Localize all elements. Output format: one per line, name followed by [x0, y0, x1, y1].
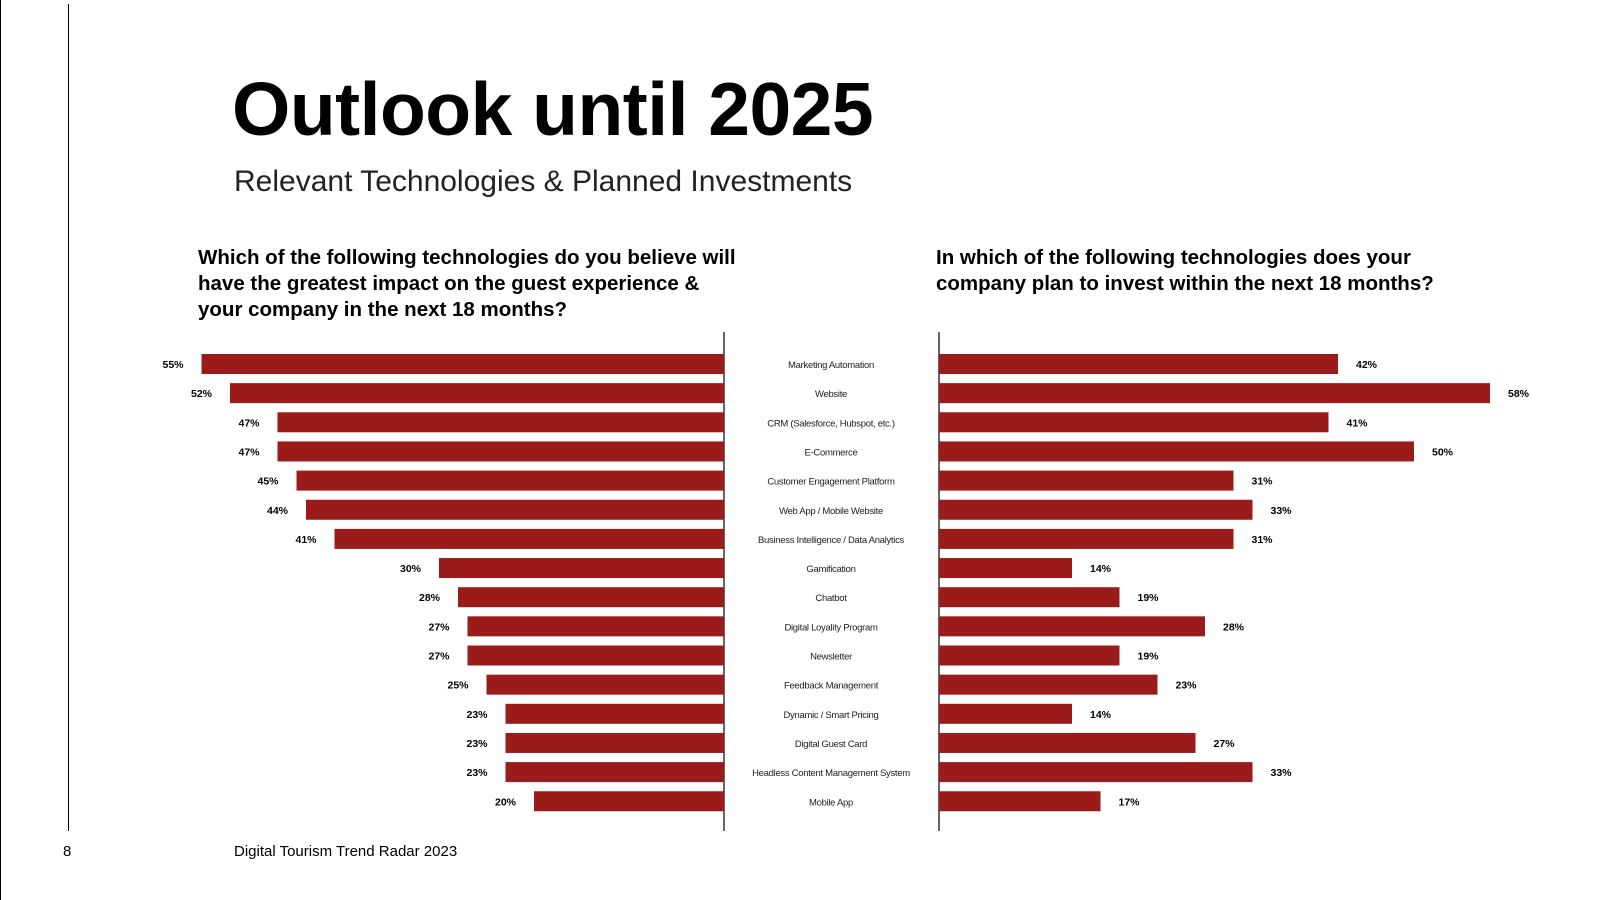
left-bar	[277, 441, 724, 462]
left-bar	[467, 645, 724, 666]
right-bar	[939, 499, 1253, 520]
left-bar-value-label: 45%	[257, 476, 279, 488]
left-bar-value-label: 47%	[238, 446, 260, 458]
right-bar-value-label: 42%	[1356, 359, 1378, 371]
left-bar	[296, 470, 724, 491]
right-bar	[939, 762, 1253, 783]
right-bar	[939, 616, 1205, 637]
category-label: Headless Content Management System	[752, 768, 910, 779]
category-label: Feedback Management	[784, 681, 879, 692]
footer-title: Digital Tourism Trend Radar 2023	[234, 843, 458, 860]
right-bar	[939, 645, 1120, 666]
left-bar	[505, 762, 724, 783]
right-bar-value-label: 28%	[1223, 621, 1245, 633]
right-bar	[939, 441, 1414, 462]
right-bar-value-label: 19%	[1138, 592, 1160, 604]
right-bar-value-label: 33%	[1271, 767, 1293, 779]
margin-rule	[68, 4, 69, 831]
left-bar-value-label: 30%	[400, 563, 422, 575]
left-bar-value-label: 44%	[267, 505, 289, 517]
left-bar-value-label: 55%	[162, 359, 184, 371]
page-number: 8	[63, 843, 72, 860]
category-label: Web App / Mobile Website	[779, 506, 883, 517]
right-chart-question: In which of the following technologies d…	[936, 246, 1434, 295]
left-bar-value-label: 41%	[295, 534, 317, 546]
category-label: Marketing Automation	[788, 360, 874, 371]
right-bar	[939, 470, 1234, 491]
category-label: Mobile App	[809, 797, 853, 808]
left-bar	[277, 412, 724, 433]
left-bar	[439, 558, 724, 579]
left-bar-value-label: 27%	[428, 651, 450, 663]
right-bar-value-label: 58%	[1508, 388, 1530, 400]
right-bar	[939, 732, 1196, 753]
left-bar-value-label: 20%	[495, 796, 517, 808]
left-bar-value-label: 52%	[191, 388, 213, 400]
right-bar	[939, 354, 1338, 374]
right-bar-value-label: 41%	[1347, 417, 1369, 429]
right-bar-value-label: 27%	[1214, 738, 1236, 750]
left-bar	[486, 674, 724, 695]
right-bar	[939, 703, 1072, 724]
right-bar	[939, 383, 1490, 404]
right-bar-value-label: 23%	[1176, 680, 1198, 692]
left-bar	[458, 587, 724, 608]
left-bar-value-label: 23%	[466, 709, 488, 721]
category-label: E-Commerce	[805, 447, 858, 458]
left-bar	[534, 791, 724, 812]
left-bar	[201, 354, 724, 374]
right-bar	[939, 412, 1329, 433]
right-bar-value-label: 17%	[1119, 796, 1141, 808]
category-label: Digital Loyality Program	[784, 622, 878, 633]
left-bar	[334, 528, 724, 549]
left-bar-value-label: 25%	[447, 680, 469, 692]
right-bar	[939, 528, 1234, 549]
right-bar-value-label: 19%	[1138, 651, 1160, 663]
right-bar	[939, 558, 1072, 579]
right-bar-value-label: 14%	[1090, 563, 1112, 575]
left-chart-question: Which of the following technologies do y…	[198, 246, 736, 321]
left-bar-value-label: 27%	[428, 621, 450, 633]
category-label: Website	[815, 389, 847, 400]
left-bar-value-label: 28%	[419, 592, 441, 604]
page-title: Outlook until 2025	[232, 67, 874, 151]
right-bar	[939, 587, 1120, 608]
category-label: Chatbot	[815, 593, 847, 604]
left-bar-value-label: 47%	[238, 417, 260, 429]
right-bar	[939, 674, 1158, 695]
category-label: Customer Engagement Platform	[767, 477, 895, 488]
category-label: CRM (Salesforce, Hubspot, etc.)	[767, 418, 895, 429]
category-label: Newsletter	[810, 652, 852, 663]
right-bar-value-label: 33%	[1271, 505, 1293, 517]
category-label: Gamification	[806, 564, 855, 575]
right-bar-value-label: 50%	[1432, 446, 1454, 458]
left-bar	[467, 616, 724, 637]
left-bar-value-label: 23%	[466, 767, 488, 779]
right-bar	[939, 791, 1101, 812]
left-bar	[230, 383, 724, 404]
category-label: Dynamic / Smart Pricing	[784, 710, 879, 721]
page-subtitle: Relevant Technologies & Planned Investme…	[234, 165, 853, 198]
left-bar	[306, 499, 724, 520]
right-bar-value-label: 14%	[1090, 709, 1112, 721]
right-bar-value-label: 31%	[1252, 476, 1274, 488]
category-label: Digital Guest Card	[795, 739, 867, 750]
left-bar	[505, 703, 724, 724]
right-bar-value-label: 31%	[1252, 534, 1274, 546]
left-edge-rule	[0, 0, 1, 900]
left-bar	[505, 732, 724, 753]
category-label: Business Intelligence / Data Analytics	[758, 535, 905, 546]
left-bar-value-label: 23%	[466, 738, 488, 750]
